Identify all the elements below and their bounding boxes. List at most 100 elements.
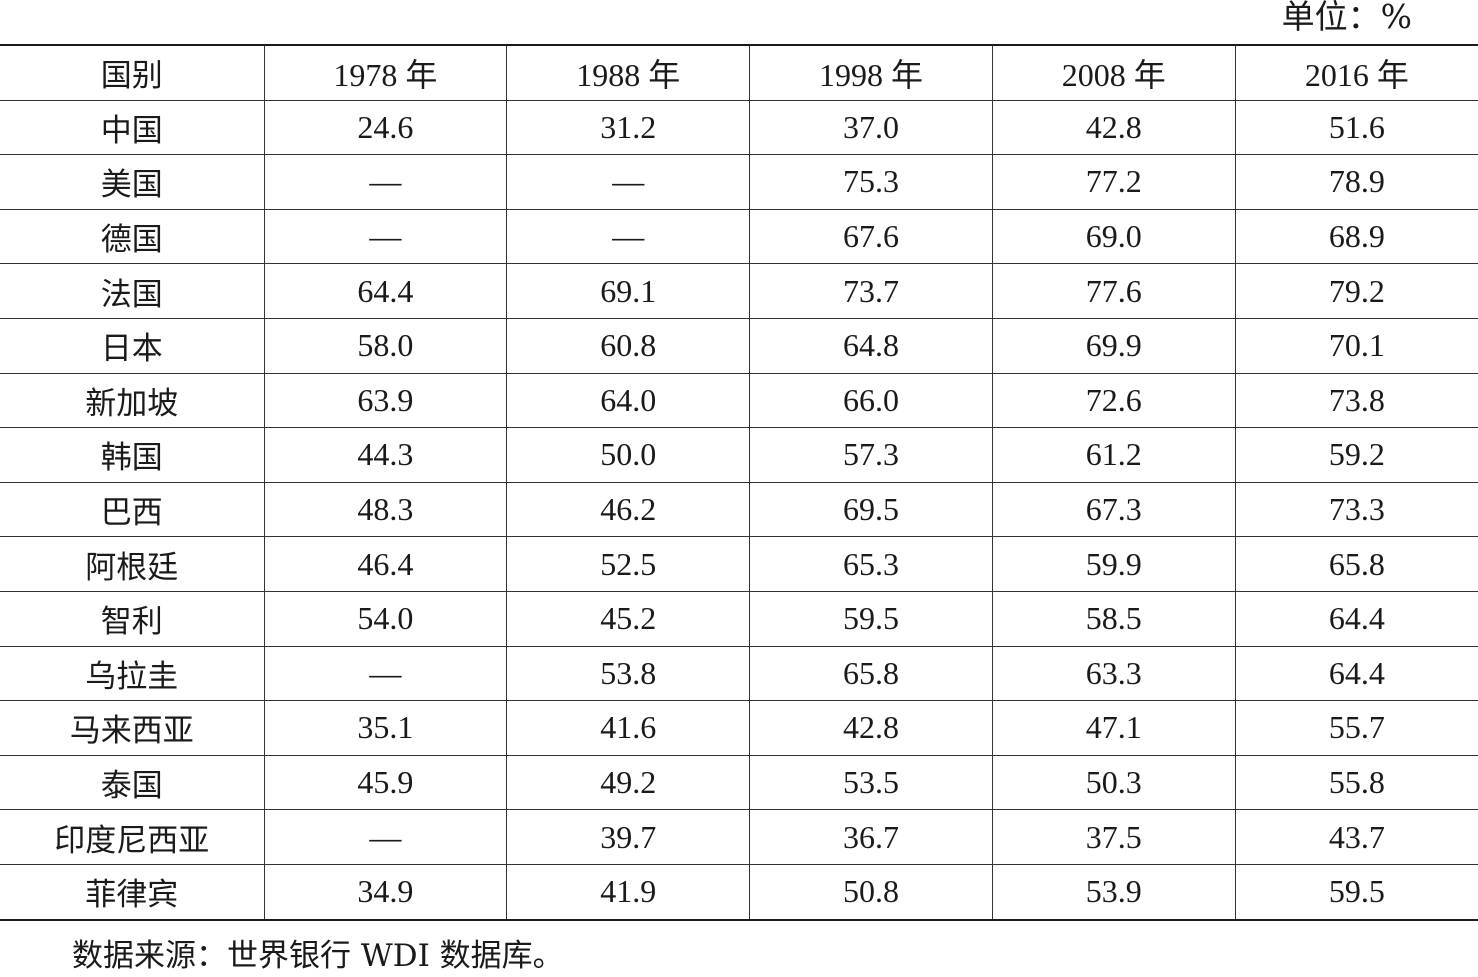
value-cell: 58.0 (264, 318, 508, 374)
value-cell: 47.1 (992, 700, 1236, 756)
column-header-year: 1998 年 (749, 43, 993, 101)
value-cell: 66.0 (749, 373, 993, 429)
value-cell: 67.6 (749, 209, 993, 265)
value-cell: 79.2 (1235, 263, 1478, 319)
value-cell: 37.5 (992, 809, 1236, 865)
value-cell: 69.9 (992, 318, 1236, 374)
value-cell: 49.2 (506, 755, 751, 811)
value-cell: 59.5 (1235, 864, 1478, 921)
table-row: 新加坡 63.9 64.0 66.0 72.6 73.8 (0, 373, 1478, 429)
value-cell: 36.7 (749, 809, 993, 865)
unit-label: 单位：% (1281, 0, 1412, 36)
value-cell: 51.6 (1235, 100, 1478, 156)
value-cell: 64.4 (1235, 646, 1478, 702)
value-cell: 70.1 (1235, 318, 1478, 374)
data-table: 国别 1978 年 1988 年 1998 年 2008 年 2016 年 中国… (0, 43, 1478, 921)
value-cell: 63.3 (992, 646, 1236, 702)
value-cell: 64.4 (1235, 591, 1478, 647)
table-row: 印度尼西亚 —39.7 36.7 37.5 43.7 (0, 809, 1478, 865)
value-cell: 59.5 (749, 591, 993, 647)
header-row: 国别 1978 年 1988 年 1998 年 2008 年 2016 年 (0, 43, 1478, 101)
country-cell: 韩国 (0, 427, 265, 483)
value-cell: 60.8 (506, 318, 751, 374)
country-cell: 马来西亚 (0, 700, 265, 756)
value-cell: 59.2 (1235, 427, 1478, 483)
value-cell: 73.8 (1235, 373, 1478, 429)
value-cell: 55.7 (1235, 700, 1478, 756)
value-cell: 69.1 (506, 263, 751, 319)
table-row: 巴西 48.3 46.2 69.5 67.3 73.3 (0, 482, 1478, 538)
value-cell: 53.5 (749, 755, 993, 811)
value-cell: 44.3 (264, 427, 508, 483)
value-cell: — (264, 209, 508, 265)
value-cell: 41.6 (506, 700, 751, 756)
value-cell: 34.9 (264, 864, 508, 921)
country-cell: 中国 (0, 100, 265, 156)
country-cell: 美国 (0, 154, 265, 210)
value-cell: 73.7 (749, 263, 993, 319)
country-cell: 法国 (0, 263, 265, 319)
value-cell: 42.8 (749, 700, 993, 756)
value-cell: 42.8 (992, 100, 1236, 156)
value-cell: 72.6 (992, 373, 1236, 429)
source-note: 数据来源：世界银行 WDI 数据库。 (72, 938, 564, 974)
value-cell: 65.8 (1235, 536, 1478, 592)
value-cell: 41.9 (506, 864, 751, 921)
table-row: 法国 64.4 69.1 73.7 77.6 79.2 (0, 263, 1478, 319)
value-cell: 64.0 (506, 373, 751, 429)
value-cell: 75.3 (749, 154, 993, 210)
value-cell: 78.9 (1235, 154, 1478, 210)
value-cell: 46.2 (506, 482, 751, 538)
country-cell: 日本 (0, 318, 265, 374)
value-cell: 77.6 (992, 263, 1236, 319)
value-cell: 50.0 (506, 427, 751, 483)
country-cell: 菲律宾 (0, 864, 265, 921)
value-cell: — (264, 809, 508, 865)
table-row: 阿根廷 46.4 52.5 65.3 59.9 65.8 (0, 536, 1478, 592)
value-cell: 55.8 (1235, 755, 1478, 811)
value-cell: 24.6 (264, 100, 508, 156)
column-header-year: 1978 年 (264, 43, 508, 101)
country-cell: 巴西 (0, 482, 265, 538)
value-cell: 45.2 (506, 591, 751, 647)
value-cell: 35.1 (264, 700, 508, 756)
table-row: 泰国 45.9 49.2 53.5 50.3 55.8 (0, 755, 1478, 811)
value-cell: — (506, 209, 751, 265)
country-cell: 乌拉圭 (0, 646, 265, 702)
table-row: 日本 58.0 60.8 64.8 69.9 70.1 (0, 318, 1478, 374)
table-row: 乌拉圭 —53.8 65.8 63.3 64.4 (0, 646, 1478, 702)
table-header: 国别 1978 年 1988 年 1998 年 2008 年 2016 年 (0, 43, 1478, 101)
value-cell: 53.8 (506, 646, 751, 702)
country-cell: 新加坡 (0, 373, 265, 429)
value-cell: 43.7 (1235, 809, 1478, 865)
value-cell: 45.9 (264, 755, 508, 811)
value-cell: 67.3 (992, 482, 1236, 538)
value-cell: 61.2 (992, 427, 1236, 483)
country-cell: 泰国 (0, 755, 265, 811)
table-row: 中国 24.6 31.2 37.0 42.8 51.6 (0, 100, 1478, 156)
table-row: 马来西亚 35.1 41.6 42.8 47.1 55.7 (0, 700, 1478, 756)
value-cell: 52.5 (506, 536, 751, 592)
value-cell: 65.8 (749, 646, 993, 702)
table-row: 美国 — —75.3 77.2 78.9 (0, 154, 1478, 210)
value-cell: 50.8 (749, 864, 993, 921)
value-cell: 39.7 (506, 809, 751, 865)
column-header-year: 1988 年 (506, 43, 751, 101)
value-cell: 58.5 (992, 591, 1236, 647)
table-row: 德国 — —67.6 69.0 68.9 (0, 209, 1478, 265)
country-cell: 阿根廷 (0, 536, 265, 592)
value-cell: 69.5 (749, 482, 993, 538)
table-row: 韩国 44.3 50.0 57.3 61.2 59.2 (0, 427, 1478, 483)
value-cell: 37.0 (749, 100, 993, 156)
country-cell: 印度尼西亚 (0, 809, 265, 865)
value-cell: 50.3 (992, 755, 1236, 811)
column-header-year: 2008 年 (992, 43, 1236, 101)
value-cell: 73.3 (1235, 482, 1478, 538)
table-row: 智利 54.0 45.2 59.5 58.5 64.4 (0, 591, 1478, 647)
value-cell: 54.0 (264, 591, 508, 647)
value-cell: — (264, 154, 508, 210)
column-header-year: 2016 年 (1235, 43, 1478, 101)
value-cell: 65.3 (749, 536, 993, 592)
value-cell: 59.9 (992, 536, 1236, 592)
value-cell: 63.9 (264, 373, 508, 429)
